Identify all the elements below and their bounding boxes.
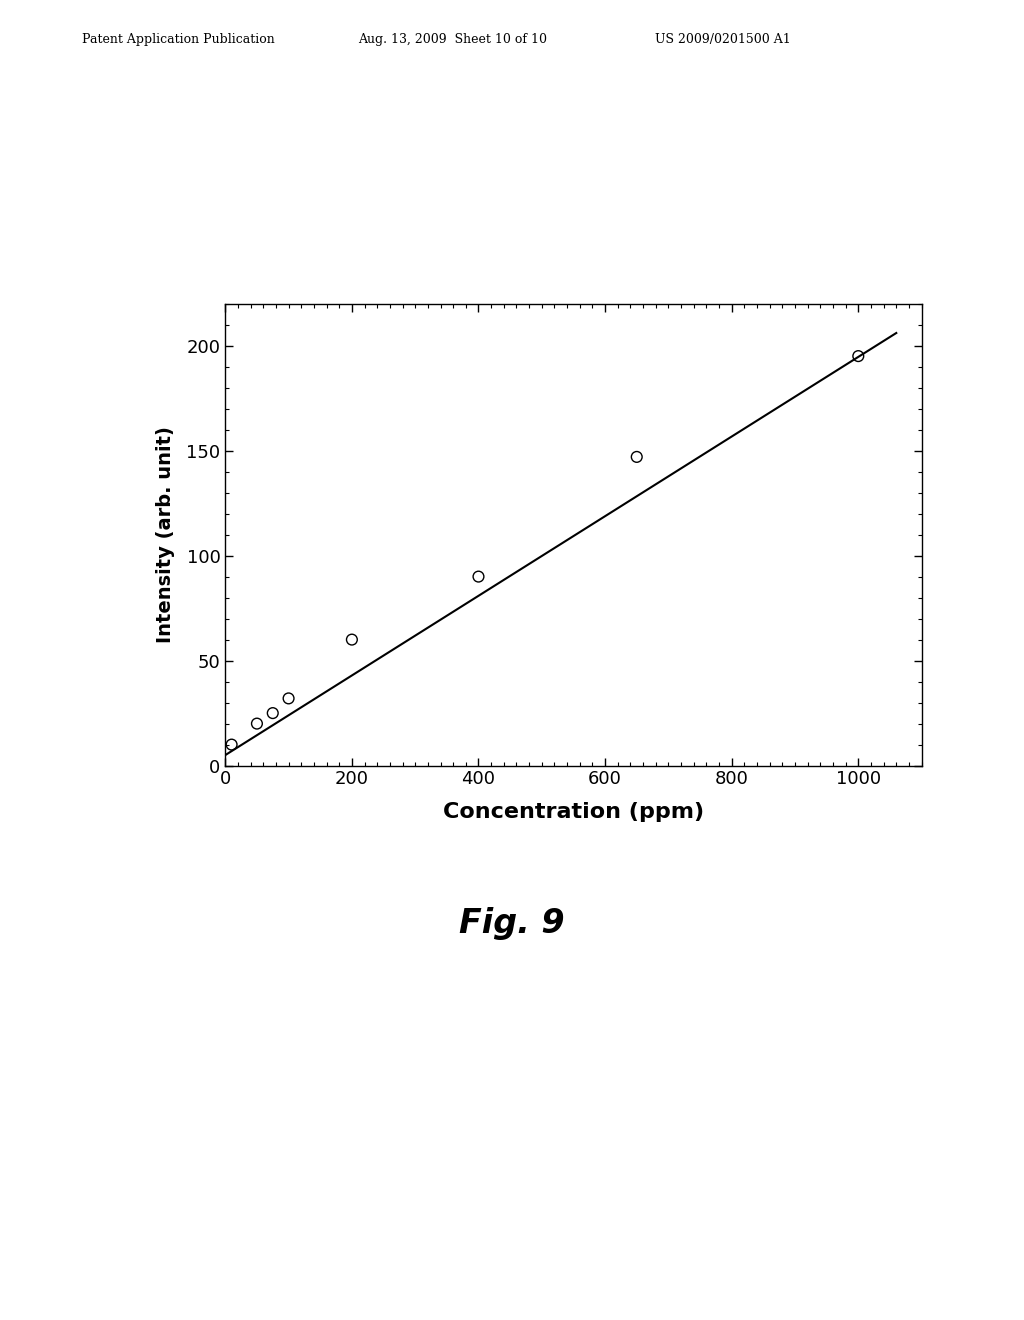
Point bbox=[264, 702, 281, 723]
Y-axis label: Intensity (arb. unit): Intensity (arb. unit) bbox=[157, 426, 175, 643]
Point bbox=[344, 630, 360, 651]
Point bbox=[223, 734, 240, 755]
Text: Patent Application Publication: Patent Application Publication bbox=[82, 33, 274, 46]
X-axis label: Concentration (ppm): Concentration (ppm) bbox=[442, 803, 705, 822]
Text: US 2009/0201500 A1: US 2009/0201500 A1 bbox=[655, 33, 792, 46]
Point bbox=[249, 713, 265, 734]
Point bbox=[629, 446, 645, 467]
Point bbox=[281, 688, 297, 709]
Point bbox=[850, 346, 866, 367]
Text: Fig. 9: Fig. 9 bbox=[459, 908, 565, 940]
Point bbox=[470, 566, 486, 587]
Text: Aug. 13, 2009  Sheet 10 of 10: Aug. 13, 2009 Sheet 10 of 10 bbox=[358, 33, 548, 46]
